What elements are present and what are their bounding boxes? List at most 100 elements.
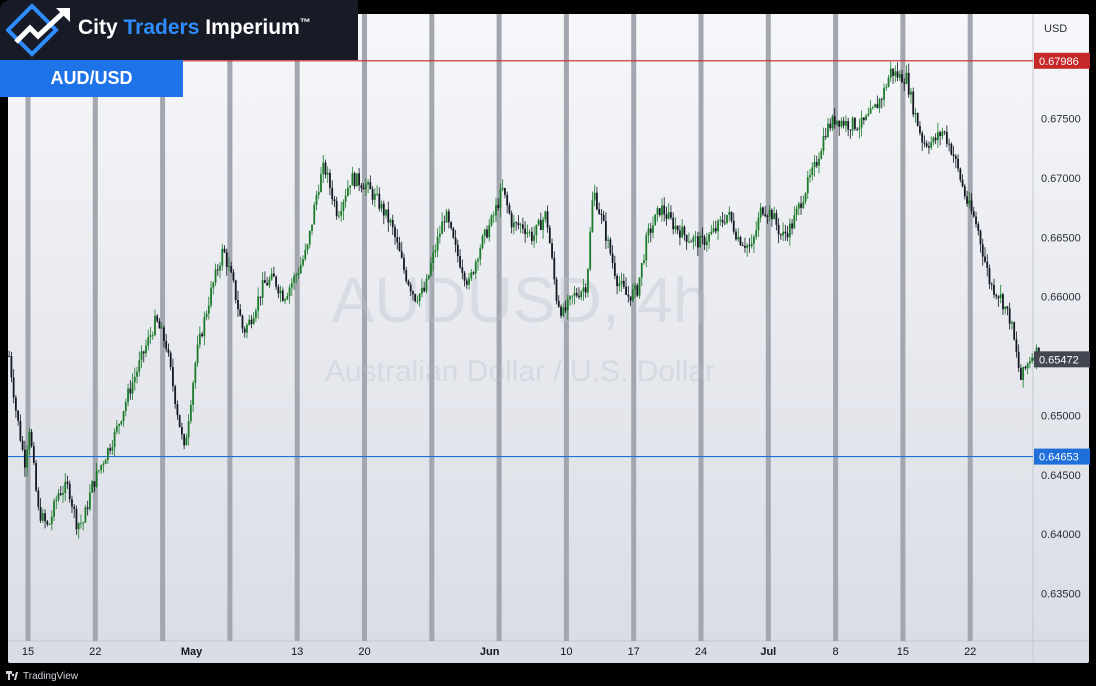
candle-body [788, 223, 791, 238]
candle-body [21, 440, 24, 450]
candle-body [255, 310, 257, 318]
candle-body [593, 192, 596, 201]
footer: TradingView [6, 668, 78, 684]
plot-background [8, 14, 1089, 663]
candle-body [340, 211, 343, 216]
candle-body [371, 189, 374, 200]
candle-body [705, 241, 708, 246]
candle-body [831, 116, 834, 129]
candle-body [279, 290, 282, 294]
candle-body [714, 228, 717, 232]
candle-body [315, 195, 318, 206]
weekly-separator [160, 14, 166, 641]
candle-body [474, 261, 477, 274]
candle-body [75, 508, 78, 530]
candle-body [977, 224, 980, 231]
candle-body [822, 135, 825, 151]
weekly-separator [765, 14, 771, 641]
candle-body [770, 209, 773, 220]
candle-body [685, 234, 688, 243]
candle-body [111, 447, 114, 451]
candle-body [338, 215, 340, 217]
candle-body [892, 68, 894, 76]
candle-body [322, 162, 325, 175]
candle-body [609, 239, 612, 254]
candle-body [145, 345, 147, 354]
candle-body [44, 513, 46, 522]
candle-body [887, 77, 890, 87]
date-tick-label: 24 [695, 646, 707, 658]
candle-body [950, 143, 953, 155]
candle-body [97, 470, 100, 472]
candle-body [73, 506, 76, 509]
candle-body [544, 211, 547, 220]
candle-body [914, 113, 917, 115]
candle-body [535, 224, 538, 236]
trademark: ™ [299, 17, 311, 29]
candle-body [966, 196, 968, 204]
candle-body [237, 300, 239, 310]
candle-body [252, 317, 255, 324]
candle-body [555, 279, 558, 302]
candle-body [263, 280, 266, 283]
candle-body [180, 427, 183, 435]
candle-body [999, 294, 1002, 299]
candle-body [214, 269, 217, 283]
candle-body [277, 286, 280, 294]
candle-body [791, 223, 793, 229]
candle-body [89, 492, 91, 509]
candle-body [335, 201, 338, 217]
candle-body [26, 449, 29, 468]
candle-body [394, 227, 396, 238]
candle-body [129, 388, 132, 394]
candle-body [519, 224, 522, 226]
candle-body [560, 306, 562, 316]
price-axis[interactable]: 0.63500 0.64000 0.64500 0.65000 0.66000 0.665… [1041, 114, 1081, 601]
candle-body [759, 207, 762, 218]
candle-body [712, 228, 715, 232]
pair-label: AUD/USD [0, 60, 183, 97]
candle-body [423, 287, 426, 292]
candle-body [53, 501, 55, 517]
candle-body [667, 212, 670, 219]
candle-body [750, 243, 753, 247]
candle-body [398, 242, 401, 252]
candle-body [683, 226, 686, 235]
date-tick-label: 22 [89, 646, 101, 658]
candle-body [432, 252, 435, 264]
candle-body [620, 280, 623, 284]
candle-body [30, 431, 33, 447]
candle-body [981, 244, 984, 257]
candle-body [243, 328, 246, 333]
candle-body [68, 483, 71, 500]
candle-body [883, 87, 885, 100]
candle-body [149, 335, 152, 337]
candle-body [12, 377, 15, 398]
candle-body [122, 411, 125, 422]
candle-body [447, 211, 450, 223]
candle-body [842, 120, 845, 126]
candle-body [241, 315, 244, 329]
time-axis[interactable]: 15 22 May 13 20 Jun 10 17 24 Jul 8 15 22 [22, 646, 976, 658]
candle-body [19, 420, 22, 441]
weekly-separator [833, 14, 839, 641]
candle-body [414, 294, 417, 302]
candle-body [575, 292, 578, 296]
candle-body [77, 523, 80, 530]
candle-body [212, 282, 215, 288]
candle-body [589, 231, 592, 270]
candle-body [154, 315, 156, 336]
candle-body [795, 208, 798, 215]
candle-body [838, 120, 841, 127]
brand-name-part1: City [78, 16, 124, 39]
candle-body [10, 356, 13, 378]
candle-body [313, 205, 316, 225]
candle-body [652, 225, 654, 233]
candle-body [80, 522, 82, 524]
candle-body [793, 214, 796, 229]
candle-body [584, 287, 587, 293]
candle-body [470, 272, 473, 279]
candle-body [860, 117, 863, 128]
candle-body [530, 231, 533, 241]
